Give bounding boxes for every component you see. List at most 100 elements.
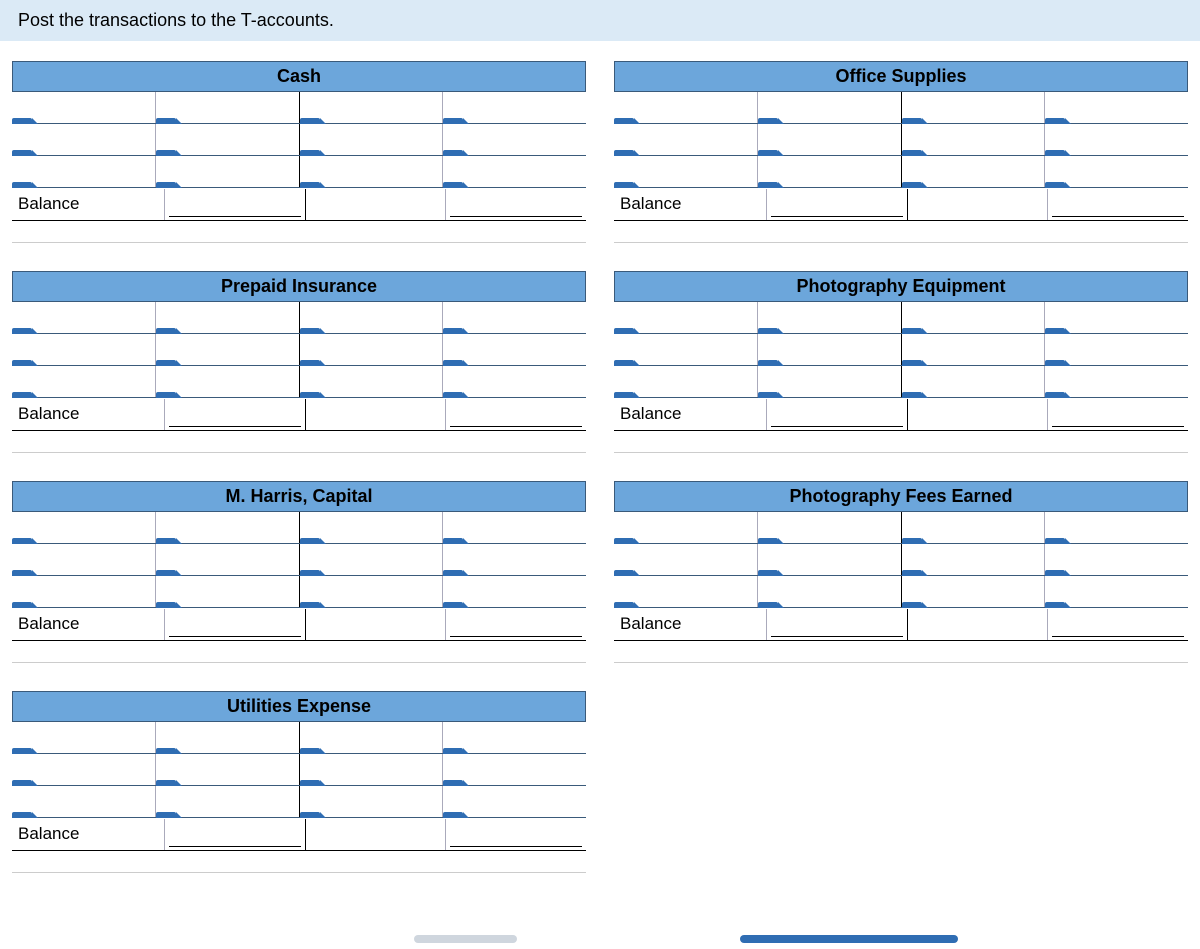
entry-cell[interactable] <box>443 156 586 187</box>
scrollbar-right[interactable] <box>740 935 958 943</box>
balance-cell[interactable] <box>1048 609 1188 640</box>
dropdown-marker[interactable] <box>614 182 634 188</box>
balance-cell[interactable] <box>446 189 586 220</box>
dropdown-marker[interactable] <box>12 602 32 608</box>
balance-cell[interactable] <box>306 819 447 850</box>
balance-cell[interactable] <box>1048 399 1188 430</box>
entry-cell[interactable] <box>12 334 156 365</box>
entry-cell[interactable] <box>300 366 444 397</box>
dropdown-marker[interactable] <box>758 182 778 188</box>
entry-cell[interactable] <box>902 156 1046 187</box>
balance-cell[interactable] <box>446 819 586 850</box>
dropdown-marker[interactable] <box>443 812 463 818</box>
balance-cell[interactable] <box>767 189 908 220</box>
entry-cell[interactable] <box>1045 544 1188 575</box>
entry-cell[interactable] <box>156 302 300 333</box>
entry-cell[interactable] <box>758 124 902 155</box>
dropdown-marker[interactable] <box>12 392 32 398</box>
entry-cell[interactable] <box>300 156 444 187</box>
dropdown-marker[interactable] <box>902 182 922 188</box>
dropdown-marker[interactable] <box>902 602 922 608</box>
dropdown-marker[interactable] <box>300 182 320 188</box>
entry-cell[interactable] <box>443 722 586 753</box>
entry-cell[interactable] <box>614 92 758 123</box>
entry-cell[interactable] <box>1045 334 1188 365</box>
entry-cell[interactable] <box>758 302 902 333</box>
entry-cell[interactable] <box>902 124 1046 155</box>
entry-cell[interactable] <box>758 544 902 575</box>
entry-cell[interactable] <box>443 92 586 123</box>
entry-cell[interactable] <box>1045 512 1188 543</box>
balance-cell[interactable] <box>908 189 1049 220</box>
entry-cell[interactable] <box>443 576 586 607</box>
entry-cell[interactable] <box>156 124 300 155</box>
entry-cell[interactable] <box>1045 92 1188 123</box>
entry-cell[interactable] <box>300 334 444 365</box>
dropdown-marker[interactable] <box>12 182 32 188</box>
dropdown-marker[interactable] <box>614 602 634 608</box>
entry-cell[interactable] <box>12 576 156 607</box>
entry-cell[interactable] <box>156 754 300 785</box>
balance-cell[interactable] <box>165 189 306 220</box>
balance-cell[interactable] <box>306 189 447 220</box>
entry-cell[interactable] <box>1045 302 1188 333</box>
balance-input[interactable] <box>908 609 1048 640</box>
entry-cell[interactable] <box>614 544 758 575</box>
entry-cell[interactable] <box>902 366 1046 397</box>
entry-cell[interactable] <box>12 754 156 785</box>
entry-cell[interactable] <box>902 544 1046 575</box>
entry-cell[interactable] <box>443 334 586 365</box>
dropdown-marker[interactable] <box>443 182 463 188</box>
dropdown-marker[interactable] <box>12 812 32 818</box>
entry-cell[interactable] <box>300 722 444 753</box>
entry-cell[interactable] <box>300 124 444 155</box>
entry-cell[interactable] <box>12 124 156 155</box>
balance-cell[interactable] <box>1048 189 1188 220</box>
balance-cell[interactable] <box>908 609 1049 640</box>
entry-cell[interactable] <box>614 576 758 607</box>
entry-cell[interactable] <box>614 156 758 187</box>
entry-cell[interactable] <box>156 512 300 543</box>
entry-cell[interactable] <box>614 302 758 333</box>
balance-cell[interactable] <box>306 399 447 430</box>
entry-cell[interactable] <box>12 302 156 333</box>
entry-cell[interactable] <box>902 576 1046 607</box>
dropdown-marker[interactable] <box>300 812 320 818</box>
entry-cell[interactable] <box>12 92 156 123</box>
balance-cell[interactable] <box>446 609 586 640</box>
entry-cell[interactable] <box>156 544 300 575</box>
balance-input[interactable] <box>306 189 446 220</box>
balance-cell[interactable] <box>306 609 447 640</box>
entry-cell[interactable] <box>443 786 586 817</box>
entry-cell[interactable] <box>902 92 1046 123</box>
entry-cell[interactable] <box>614 366 758 397</box>
balance-input[interactable] <box>306 399 446 430</box>
entry-cell[interactable] <box>614 512 758 543</box>
dropdown-marker[interactable] <box>1045 182 1065 188</box>
dropdown-marker[interactable] <box>1045 392 1065 398</box>
dropdown-marker[interactable] <box>156 182 176 188</box>
entry-cell[interactable] <box>614 124 758 155</box>
entry-cell[interactable] <box>300 576 444 607</box>
entry-cell[interactable] <box>300 302 444 333</box>
entry-cell[interactable] <box>758 576 902 607</box>
dropdown-marker[interactable] <box>1045 602 1065 608</box>
entry-cell[interactable] <box>443 544 586 575</box>
balance-cell[interactable] <box>767 609 908 640</box>
entry-cell[interactable] <box>156 722 300 753</box>
entry-cell[interactable] <box>758 366 902 397</box>
entry-cell[interactable] <box>758 92 902 123</box>
dropdown-marker[interactable] <box>443 602 463 608</box>
dropdown-marker[interactable] <box>758 602 778 608</box>
balance-cell[interactable] <box>767 399 908 430</box>
entry-cell[interactable] <box>614 334 758 365</box>
entry-cell[interactable] <box>1045 576 1188 607</box>
dropdown-marker[interactable] <box>758 392 778 398</box>
entry-cell[interactable] <box>902 334 1046 365</box>
balance-input[interactable] <box>306 819 446 850</box>
dropdown-marker[interactable] <box>614 392 634 398</box>
entry-cell[interactable] <box>758 156 902 187</box>
dropdown-marker[interactable] <box>902 392 922 398</box>
balance-cell[interactable] <box>446 399 586 430</box>
entry-cell[interactable] <box>12 156 156 187</box>
